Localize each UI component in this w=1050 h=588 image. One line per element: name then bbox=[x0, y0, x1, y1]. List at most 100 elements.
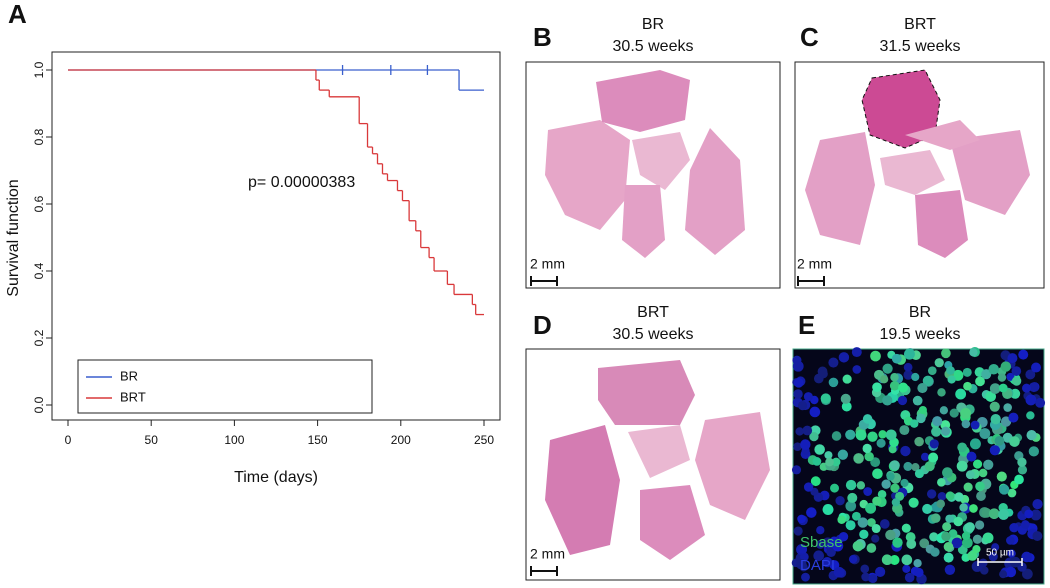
cell bbox=[954, 492, 964, 502]
cell bbox=[890, 373, 899, 382]
cell bbox=[1006, 536, 1015, 545]
cell bbox=[914, 436, 924, 447]
cell bbox=[922, 375, 934, 387]
scale-label: 50 µm bbox=[986, 548, 1014, 559]
cell bbox=[940, 426, 951, 436]
cell bbox=[810, 487, 819, 496]
cell bbox=[796, 559, 807, 570]
cell bbox=[835, 496, 845, 506]
cell bbox=[892, 537, 903, 548]
cell bbox=[1005, 566, 1017, 578]
cell bbox=[930, 547, 940, 557]
panel-subtitle: 31.5 weeks bbox=[880, 38, 961, 55]
cell bbox=[962, 367, 972, 377]
cell bbox=[900, 445, 911, 457]
panel-letter: C bbox=[800, 22, 819, 52]
cell bbox=[901, 523, 911, 533]
cell bbox=[911, 462, 920, 472]
cell bbox=[942, 522, 952, 532]
cell bbox=[931, 426, 942, 437]
cell bbox=[943, 552, 954, 563]
cell bbox=[903, 348, 915, 360]
cell bbox=[868, 574, 878, 584]
cell bbox=[889, 381, 900, 391]
stain-label: DAPI bbox=[800, 557, 835, 574]
cell bbox=[911, 372, 920, 382]
cell bbox=[793, 526, 803, 536]
cell bbox=[936, 499, 946, 509]
cell bbox=[812, 457, 822, 466]
legend-label: BR bbox=[120, 368, 138, 383]
cell bbox=[876, 438, 886, 448]
scale-label: 2 mm bbox=[530, 256, 565, 272]
cell bbox=[947, 375, 956, 384]
y-tick-label: 0.0 bbox=[32, 396, 46, 413]
cell bbox=[927, 366, 937, 375]
cell bbox=[949, 408, 959, 418]
cell bbox=[888, 445, 897, 454]
cell bbox=[865, 502, 877, 514]
cell bbox=[979, 428, 991, 439]
cell bbox=[824, 451, 833, 460]
cell bbox=[957, 442, 967, 453]
cell bbox=[943, 541, 954, 552]
cell bbox=[901, 554, 913, 566]
cell bbox=[963, 482, 973, 492]
annotation: p= 0.00000383 bbox=[248, 174, 355, 191]
cell bbox=[845, 500, 857, 512]
panel-title: BRT bbox=[904, 16, 936, 33]
cell bbox=[1032, 498, 1043, 510]
cell bbox=[972, 544, 981, 554]
cell bbox=[929, 439, 939, 449]
x-tick-label: 50 bbox=[145, 433, 159, 447]
cell bbox=[861, 572, 871, 582]
cell bbox=[1026, 411, 1035, 420]
cell bbox=[976, 491, 986, 501]
cell bbox=[948, 529, 958, 538]
cell bbox=[914, 567, 924, 578]
cell bbox=[994, 435, 1005, 446]
cell bbox=[960, 407, 972, 419]
cell bbox=[885, 529, 896, 541]
cell bbox=[1000, 361, 1012, 372]
cell bbox=[1008, 412, 1019, 423]
cell bbox=[886, 472, 895, 481]
cell bbox=[798, 544, 808, 554]
cell bbox=[937, 388, 946, 397]
panel-b-image bbox=[525, 61, 781, 289]
cell bbox=[825, 457, 834, 467]
cell bbox=[989, 445, 1001, 456]
cell bbox=[837, 449, 849, 460]
cell bbox=[983, 459, 994, 470]
cell bbox=[1030, 509, 1042, 521]
cell bbox=[969, 504, 978, 513]
cell bbox=[985, 391, 996, 402]
y-tick-label: 1.0 bbox=[32, 61, 46, 78]
cell bbox=[978, 558, 988, 568]
cell bbox=[974, 520, 985, 530]
cell bbox=[975, 481, 985, 492]
cell bbox=[793, 389, 803, 399]
cell bbox=[862, 414, 873, 424]
cell bbox=[945, 491, 955, 501]
cell bbox=[813, 550, 825, 562]
cell bbox=[840, 393, 851, 404]
cell bbox=[792, 360, 804, 372]
cell bbox=[867, 431, 878, 442]
cell bbox=[862, 443, 872, 454]
cell bbox=[838, 531, 849, 542]
cell bbox=[982, 532, 994, 544]
panel-title: BRT bbox=[637, 304, 669, 321]
cell bbox=[860, 564, 870, 574]
cell bbox=[793, 378, 804, 388]
cell bbox=[999, 570, 1008, 579]
cell bbox=[965, 470, 975, 480]
cell bbox=[802, 425, 813, 436]
legend-box bbox=[77, 359, 373, 414]
cell bbox=[918, 405, 927, 415]
cell bbox=[1009, 522, 1019, 533]
cell bbox=[1011, 366, 1022, 376]
cell bbox=[998, 509, 1009, 520]
cell bbox=[942, 467, 953, 478]
